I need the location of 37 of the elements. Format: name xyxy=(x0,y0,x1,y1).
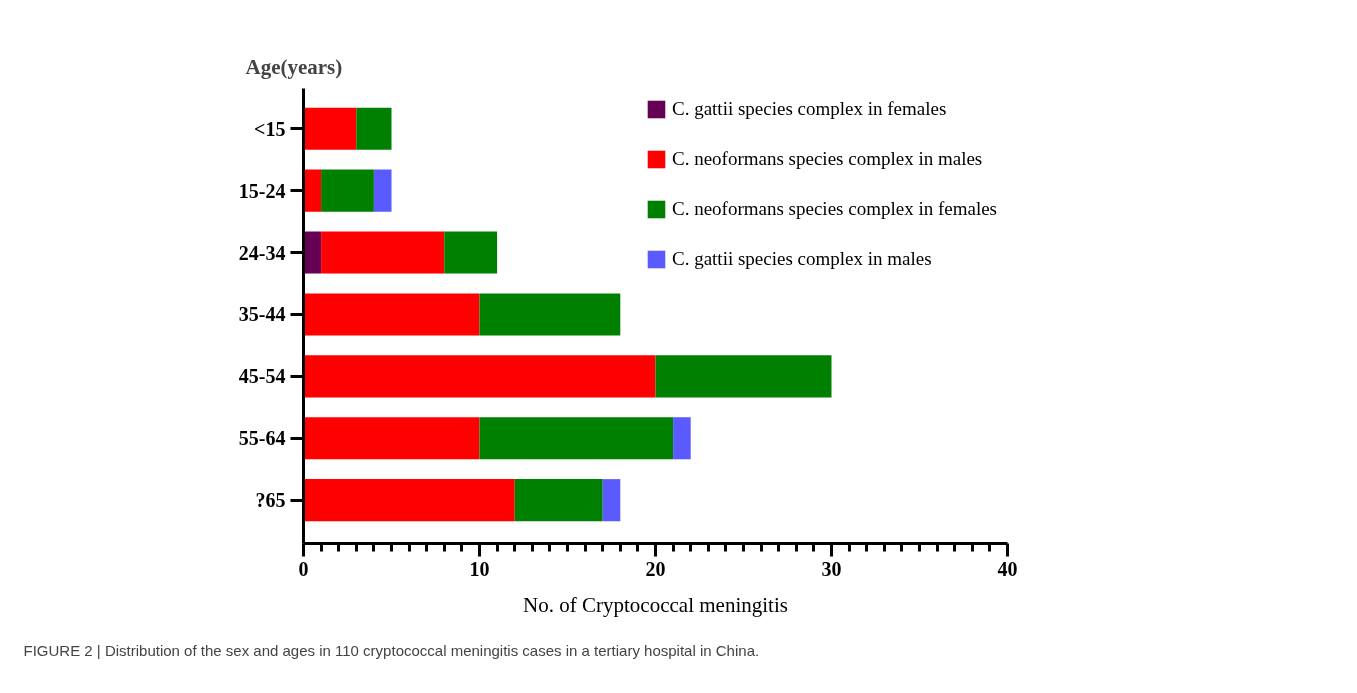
bar xyxy=(321,231,445,274)
bar xyxy=(373,169,392,212)
y-tick-label: <15 xyxy=(254,117,286,140)
x-tick-label: 40 xyxy=(997,557,1018,580)
bar xyxy=(479,293,621,336)
y-axis-title: Age(years) xyxy=(245,54,343,79)
legend-label: C. neoformans species complex in females xyxy=(671,198,997,220)
legend-label: C. gattii species complex in males xyxy=(671,248,932,270)
bar xyxy=(356,107,392,150)
bar xyxy=(602,479,621,522)
bar xyxy=(673,417,691,460)
x-tick-label: 30 xyxy=(821,557,842,580)
bar xyxy=(303,417,480,460)
bar xyxy=(321,169,374,212)
y-tick-label: 45-54 xyxy=(238,365,286,388)
y-tick-label: 55-64 xyxy=(238,427,286,450)
bar xyxy=(303,231,322,274)
bar xyxy=(303,479,515,522)
bar xyxy=(655,355,832,398)
y-tick-label: ?65 xyxy=(255,489,286,512)
y-tick-label: 15-24 xyxy=(238,179,286,202)
caption: FIGURE 2 | Distribution of the sex and ages in 110 cryptococcal meningitis cases in a tertiary hospital in China. xyxy=(23,641,760,659)
bar xyxy=(514,479,603,522)
legend-label: C. gattii species complex in females xyxy=(671,98,947,120)
bar xyxy=(303,169,322,212)
x-tick-label: 0 xyxy=(298,557,309,580)
x-tick-label: 10 xyxy=(469,557,490,580)
y-tick-label: 24-34 xyxy=(238,241,286,264)
x-axis-title: No. of Cryptococcal meningitis xyxy=(523,592,788,617)
x-tick-label: 20 xyxy=(645,557,666,580)
bar xyxy=(303,355,656,398)
bar xyxy=(303,107,357,150)
bar xyxy=(479,417,674,460)
bar xyxy=(303,293,480,336)
bar xyxy=(444,231,498,274)
y-tick-label: 35-44 xyxy=(238,303,286,326)
legend-label: C. neoformans species complex in males xyxy=(671,148,983,170)
